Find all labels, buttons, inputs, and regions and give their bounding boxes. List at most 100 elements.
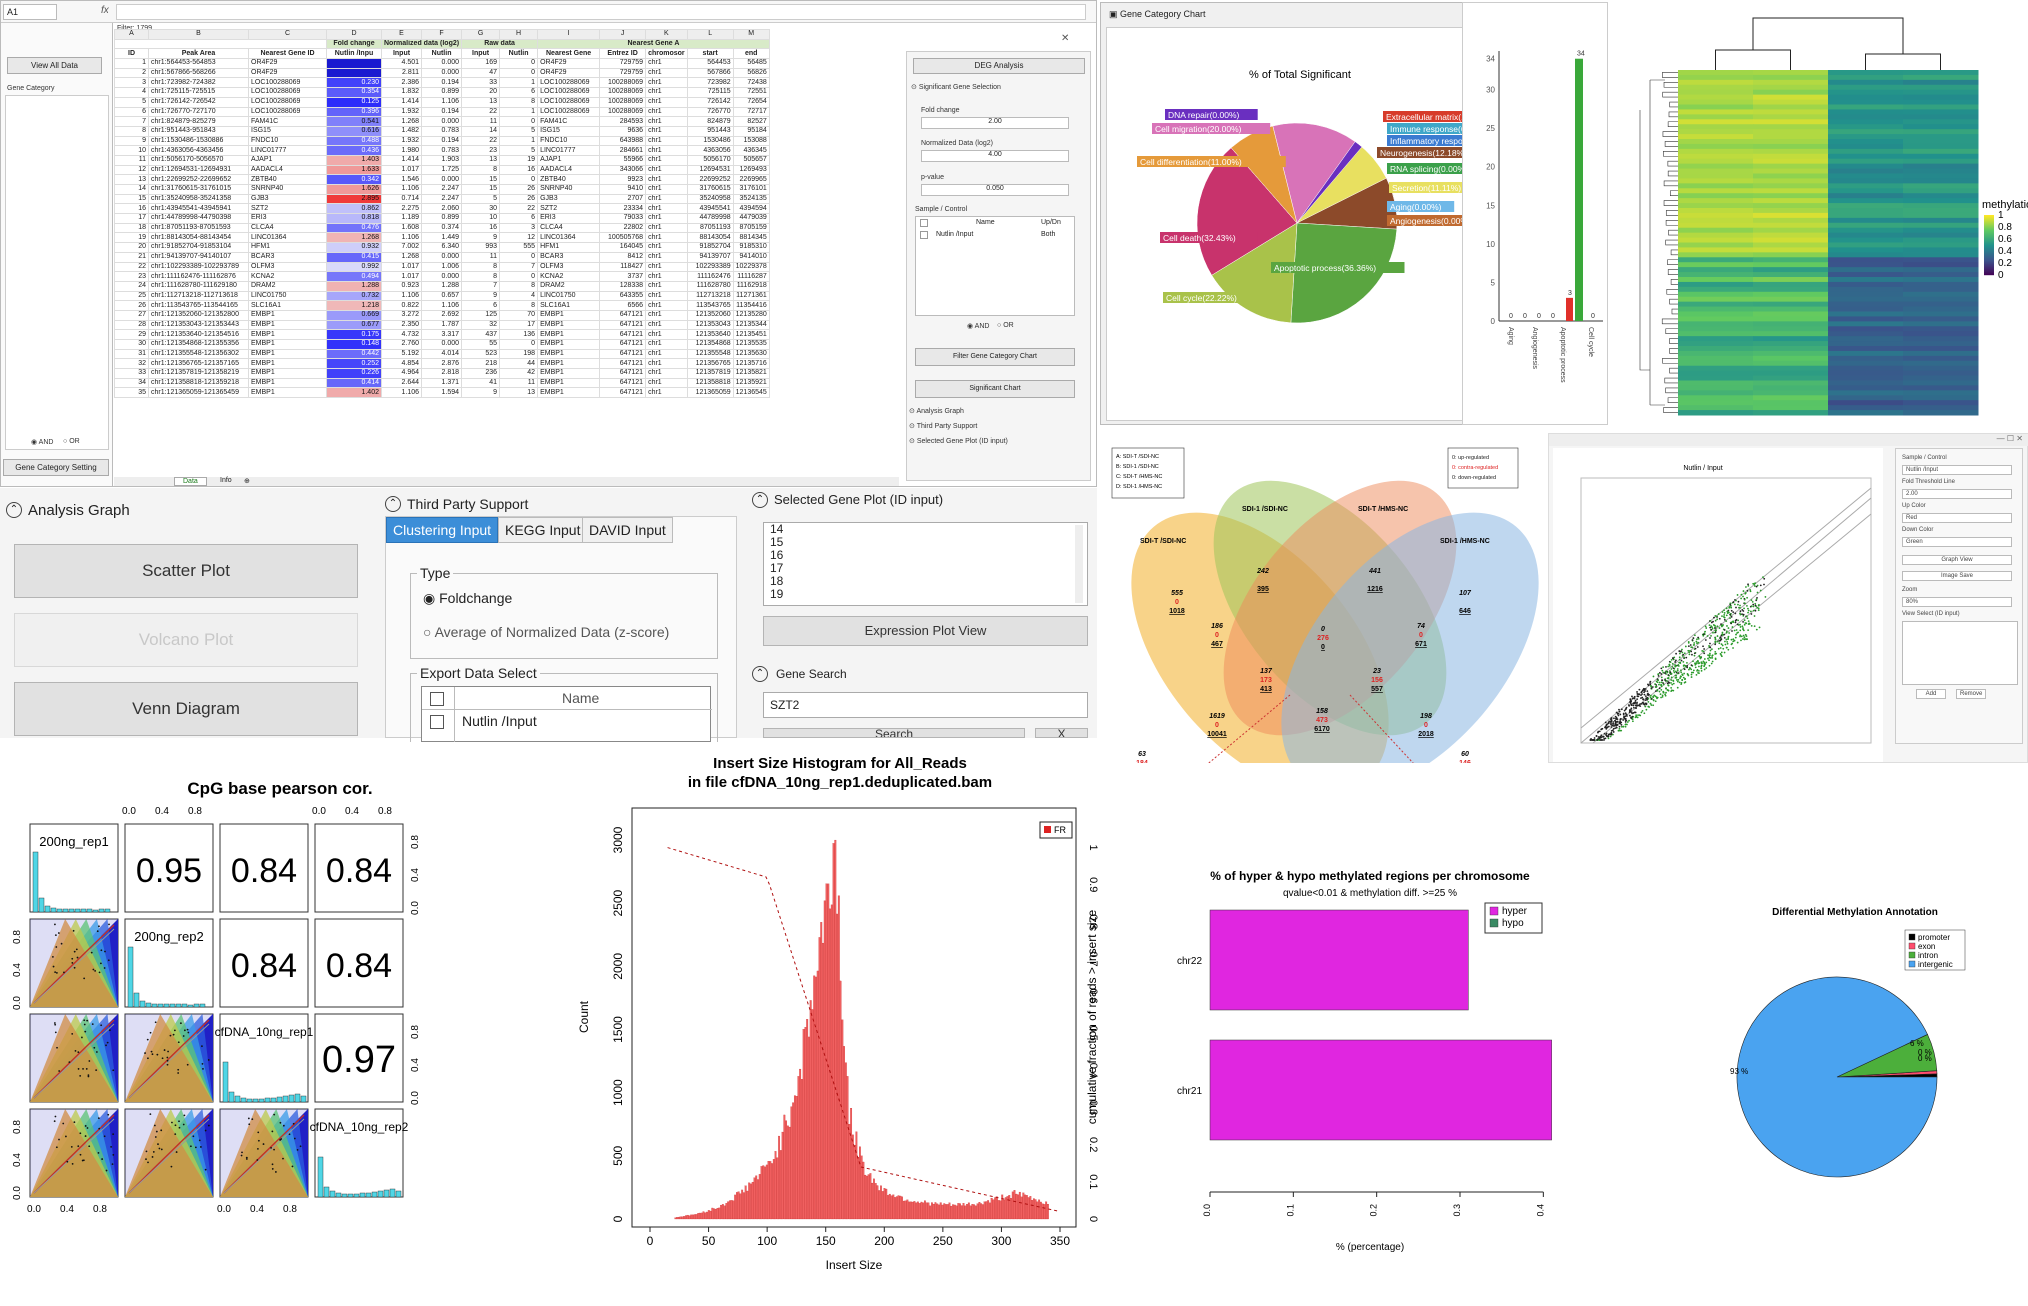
export-table[interactable]: Name Nutlin /Input	[421, 686, 712, 743]
and-radio[interactable]: ◉ AND	[31, 439, 54, 446]
scrollbar[interactable]	[1075, 525, 1083, 603]
average-radio[interactable]: ○ Average of Normalized Data (z-score)	[423, 624, 670, 640]
venn-diagram-button[interactable]: Venn Diagram	[14, 682, 358, 736]
column-header[interactable]: chromosor	[645, 48, 688, 60]
table-row[interactable]: 28 chr1:121353043-121353443 EMBP1 0.677 2.35…	[114, 319, 770, 331]
table-row[interactable]: 8 chr1:951443-951843 ISG15 0.616 1.482 0.783 1…	[114, 125, 770, 137]
column-header[interactable]: end	[732, 48, 770, 60]
table-row[interactable]: 6 chr1:726770-727170 LOC100288069 0.396 1.93…	[114, 106, 770, 118]
data-grid[interactable]: A B C D E F G H I J K L M Fold change Normalized data …	[114, 29, 899, 477]
settings-button[interactable]: Add	[1916, 689, 1946, 699]
table-row[interactable]: 4 chr1:725115-725515 LOC100288069 0.354 1.83…	[114, 87, 770, 98]
add-sheet-icon[interactable]: ⊕	[244, 478, 250, 485]
settings-button[interactable]: Graph View	[1902, 555, 2012, 565]
column-header[interactable]: Nutlin /Inpu	[326, 48, 382, 60]
table-row[interactable]: 19 chr1:88143054-88143454 LINC01364 1.268 1.…	[114, 232, 770, 244]
table-row[interactable]: 24 chr1:111628780-111629180 DRAM2 1.288 0.92…	[114, 280, 770, 292]
expression-plot-view-button[interactable]: Expression Plot View	[763, 616, 1088, 646]
column-header[interactable]: Nearest Gene	[537, 48, 601, 60]
analysis-graph-link[interactable]: ⊙ Analysis Graph	[909, 408, 964, 415]
table-row[interactable]: 2 chr1:567866-568266 OR4F29 2.811 0.000 47 0 OR…	[114, 67, 770, 79]
settings-input[interactable]: Nutlin /Input	[1902, 465, 2012, 475]
window-controls[interactable]: — ☐ ✕	[1549, 434, 2028, 446]
pvalue-input[interactable]: 0.050	[921, 184, 1069, 196]
close-icon[interactable]: ✕	[1061, 33, 1070, 44]
table-row[interactable]: 12 chr1:12694531-12694931 AADACL4 1.633 1.01…	[114, 164, 770, 176]
column-header[interactable]: Input	[380, 48, 423, 60]
export-row-checkbox[interactable]	[430, 715, 444, 729]
table-row[interactable]: 34 chr1:121358818-121359218 EMBP1 0.414 2.64…	[114, 377, 770, 389]
filter-gene-category-chart-button[interactable]: Filter Gene Category Chart	[915, 348, 1075, 366]
gene-search-input[interactable]: SZT2	[763, 692, 1088, 718]
gene-category-setting-button[interactable]: Gene Category Setting	[3, 459, 109, 476]
table-row[interactable]: 10 chr1:4363056-4363456 LINC01777 0.436 1.98…	[114, 145, 770, 156]
foldchange-radio[interactable]: ◉ Foldchange	[423, 590, 513, 606]
view-all-data-button[interactable]: View All Data	[7, 57, 102, 74]
table-row[interactable]: 32 chr1:121356765-121357165 EMBP1 0.252 4.85…	[114, 358, 770, 370]
table-row[interactable]: 17 chr1:44789998-44790398 ERI3 0.818 1.189 0.…	[114, 213, 770, 224]
table-row[interactable]: 23 chr1:111162476-111162876 KCNA2 0.494 1.01…	[114, 271, 770, 282]
table-row[interactable]: 16 chr1:43945541-43945941 SZT2 0.862 2.275 2.…	[114, 203, 770, 215]
table-row[interactable]: 22 chr1:102293389-102293789 OLFM3 0.992 1.01…	[114, 261, 770, 273]
table-row[interactable]: 20 chr1:91852704-91853104 HFM1 0.932 7.002 6.…	[114, 242, 770, 253]
table-row[interactable]: 27 chr1:121352060-121352800 EMBP1 0.669 3.27…	[114, 309, 770, 321]
column-header[interactable]: start	[686, 48, 734, 60]
cell-reference-box[interactable]: A1	[3, 4, 57, 20]
tab-data[interactable]: Data	[174, 477, 207, 486]
formula-input[interactable]	[116, 4, 1086, 20]
table-row[interactable]: 5 chr1:726142-726542 LOC100288069 0.125 1.41…	[114, 96, 770, 108]
column-header[interactable]: Nutlin	[499, 48, 539, 60]
significant-chart-button[interactable]: Significant Chart	[915, 380, 1075, 398]
table-row[interactable]: 26 chr1:113543765-113544165 SLC16A1 1.218 0.…	[114, 300, 770, 311]
deg-analysis-button[interactable]: DEG Analysis	[913, 58, 1085, 74]
column-header[interactable]: Input	[461, 48, 501, 60]
table-row[interactable]: 15 chr1:35240958-35241358 GJB3 2.895 0.714 2.…	[114, 193, 770, 205]
or-radio[interactable]: ○ OR	[63, 438, 80, 445]
collapse-selected-gene-icon[interactable]: ⌃	[752, 492, 768, 508]
sample-checkbox[interactable]	[920, 231, 928, 239]
gene-category-list[interactable]	[5, 95, 109, 450]
clear-search-button[interactable]: X	[1035, 728, 1088, 738]
settings-button[interactable]: Remove	[1956, 689, 1986, 699]
table-row[interactable]: 18 chr1:87051193-87051593 CLCA4 0.476 1.608 0…	[114, 222, 770, 234]
sample-control-table[interactable]: Name Up/Dn Nutlin /Input Both	[915, 216, 1075, 316]
collapse-third-party-icon[interactable]: ⌃	[385, 496, 401, 512]
scatter-plot-button[interactable]: Scatter Plot	[14, 544, 358, 598]
tab-info[interactable]: Info	[220, 477, 232, 484]
table-row[interactable]: 31 chr1:121355548-121356302 EMBP1 0.442 5.19…	[114, 348, 770, 360]
table-row[interactable]: 11 chr1:5056170-5056570 AJAP1 1.403 1.414 1.9…	[114, 154, 770, 166]
settings-input[interactable]: Green	[1902, 537, 2012, 547]
export-select-all-checkbox[interactable]	[430, 692, 444, 706]
table-row[interactable]: 7 chr1:824879-825279 FAM41C 0.541 1.268 0.000…	[114, 116, 770, 127]
tab-clustering-input[interactable]: Clustering Input	[386, 517, 499, 543]
volcano-plot-button[interactable]: Volcano Plot	[14, 613, 358, 667]
table-row[interactable]: 21 chr1:94139707-94140107 BCAR3 0.415 1.268 0…	[114, 251, 770, 263]
id-input-box[interactable]	[1902, 621, 2018, 685]
deg-or-radio[interactable]: ○ OR	[997, 322, 1014, 329]
column-header[interactable]: ID	[114, 48, 149, 60]
settings-button[interactable]: Image Save	[1902, 571, 2012, 581]
table-row[interactable]: 30 chr1:121354868-121355356 EMBP1 0.148 2.76…	[114, 339, 770, 350]
column-header[interactable]: Peak Area	[148, 48, 249, 60]
third-party-link[interactable]: ⊙ Third Party Support	[909, 423, 978, 430]
table-row[interactable]: 35 chr1:121365059-121365459 EMBP1 1.402 1.10…	[114, 387, 770, 399]
deg-and-radio[interactable]: ◉ AND	[967, 323, 990, 330]
settings-input[interactable]: 2.00	[1902, 489, 2012, 499]
tab-kegg-input[interactable]: KEGG Input	[498, 517, 588, 543]
table-row[interactable]: 9 chr1:1530486-1530886 FNDC10 0.488 1.932 0.1…	[114, 135, 770, 147]
table-row[interactable]: 29 chr1:121353640-121354516 EMBP1 0.175 4.73…	[114, 329, 770, 340]
table-row[interactable]: 33 chr1:121357819-121358219 EMBP1 0.226 4.96…	[114, 368, 770, 379]
column-header[interactable]: Entrez ID	[599, 48, 647, 60]
column-header[interactable]: Nearest Gene ID	[248, 48, 327, 60]
gene-id-textarea[interactable]: 14 15 16 17 18 19	[763, 522, 1088, 606]
table-row[interactable]: 14 chr1:31760615-31761015 SNRNP40 1.626 1.10…	[114, 184, 770, 195]
tab-david-input[interactable]: DAVID Input	[582, 517, 673, 543]
significant-gene-selection-header[interactable]: ⊙ Significant Gene Selection	[911, 84, 1001, 91]
table-row[interactable]: 1 chr1:564453-564853 OR4F29 4.501 0.000 169 0 O…	[114, 58, 770, 69]
normalized-data-input[interactable]: 4.00	[921, 150, 1069, 162]
table-row[interactable]: 3 chr1:723982-724382 LOC100288069 0.230 2.38…	[114, 77, 770, 89]
selected-gene-plot-link[interactable]: ⊙ Selected Gene Plot (ID input)	[909, 438, 1008, 445]
fold-change-input[interactable]: 2.00	[921, 117, 1069, 129]
search-button[interactable]: Search	[763, 728, 1025, 738]
collapse-gene-search-icon[interactable]: ⌃	[752, 666, 768, 682]
